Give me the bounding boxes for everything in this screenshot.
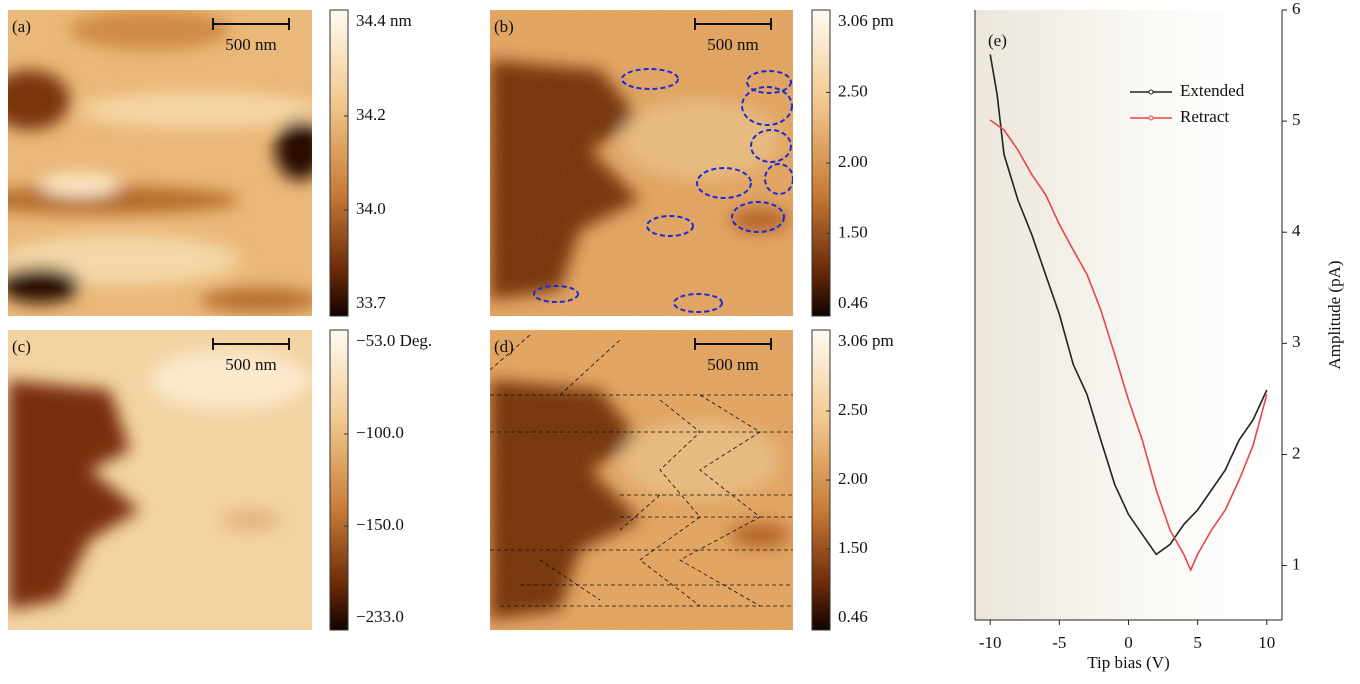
colorbar-label: 1.50: [838, 222, 868, 241]
chart: -10 -5 0 5 10 1 2 3 4 5 6 Tip bias (V) Amplitude (pA…: [974, 0, 1344, 672]
colorbar-label: 0.46: [838, 607, 868, 626]
y-axis-label: Amplitude (pA): [1325, 260, 1344, 369]
colorbar-label: 2.50: [838, 81, 868, 100]
colorbar-label: 34.2: [356, 105, 386, 124]
scale-bar-label: 500 nm: [707, 35, 758, 54]
colorbar-label: 34.4 nm: [356, 11, 412, 30]
legend-marker: [1148, 89, 1154, 95]
panel-label: (d): [494, 337, 514, 356]
colorbar-label: −100.0: [356, 423, 404, 442]
colorbar-label: 1.50: [838, 538, 868, 557]
afm-image: [490, 10, 793, 316]
x-tick-label: 5: [1193, 633, 1202, 652]
panel-label: (a): [12, 17, 31, 36]
y-tick-label: 6: [1292, 0, 1301, 18]
legend-label: Retract: [1180, 107, 1229, 126]
panel-label: (e): [988, 31, 1007, 50]
scale-bar-label: 500 nm: [225, 355, 276, 374]
x-tick-label: 0: [1124, 633, 1133, 652]
colorbar-label: 2.00: [838, 152, 868, 171]
legend-marker: [1148, 115, 1154, 121]
plot-area: [975, 10, 1282, 620]
x-tick-label: -5: [1052, 633, 1066, 652]
scale-bar-label: 500 nm: [225, 35, 276, 54]
series-line: [989, 54, 1268, 556]
y-tick-label: 1: [1292, 554, 1301, 573]
colorbar-label: −150.0: [356, 515, 404, 534]
scale-bar-label: 500 nm: [707, 355, 758, 374]
series-line: [989, 119, 1268, 572]
x-axis-label: Tip bias (V): [1087, 653, 1170, 672]
colorbar-label: 33.7: [356, 293, 386, 312]
colorbar-label: 2.00: [838, 469, 868, 488]
colorbars: [329, 9, 831, 631]
x-tick-label: -10: [979, 633, 1002, 652]
panel-label: (b): [494, 17, 514, 36]
colorbar-label: 3.06 pm: [838, 11, 894, 30]
colorbar-label: 0.46: [838, 293, 868, 312]
afm-image: [8, 10, 312, 316]
colorbar-label: −53.0 Deg.: [356, 331, 432, 350]
y-tick-label: 3: [1292, 332, 1301, 351]
afm-image: [490, 330, 793, 630]
x-tick-label: 10: [1258, 633, 1275, 652]
panel-label: (c): [12, 337, 31, 356]
y-tick-label: 4: [1292, 221, 1301, 240]
colorbar-label: 2.50: [838, 400, 868, 419]
colorbar-label: 34.0: [356, 199, 386, 218]
y-tick-label: 5: [1292, 110, 1301, 129]
y-tick-label: 2: [1292, 443, 1301, 462]
legend-label: Extended: [1180, 81, 1245, 100]
afm-image: [8, 330, 312, 630]
colorbar-label: −233.0: [356, 607, 404, 626]
colorbar-label: 3.06 pm: [838, 331, 894, 350]
